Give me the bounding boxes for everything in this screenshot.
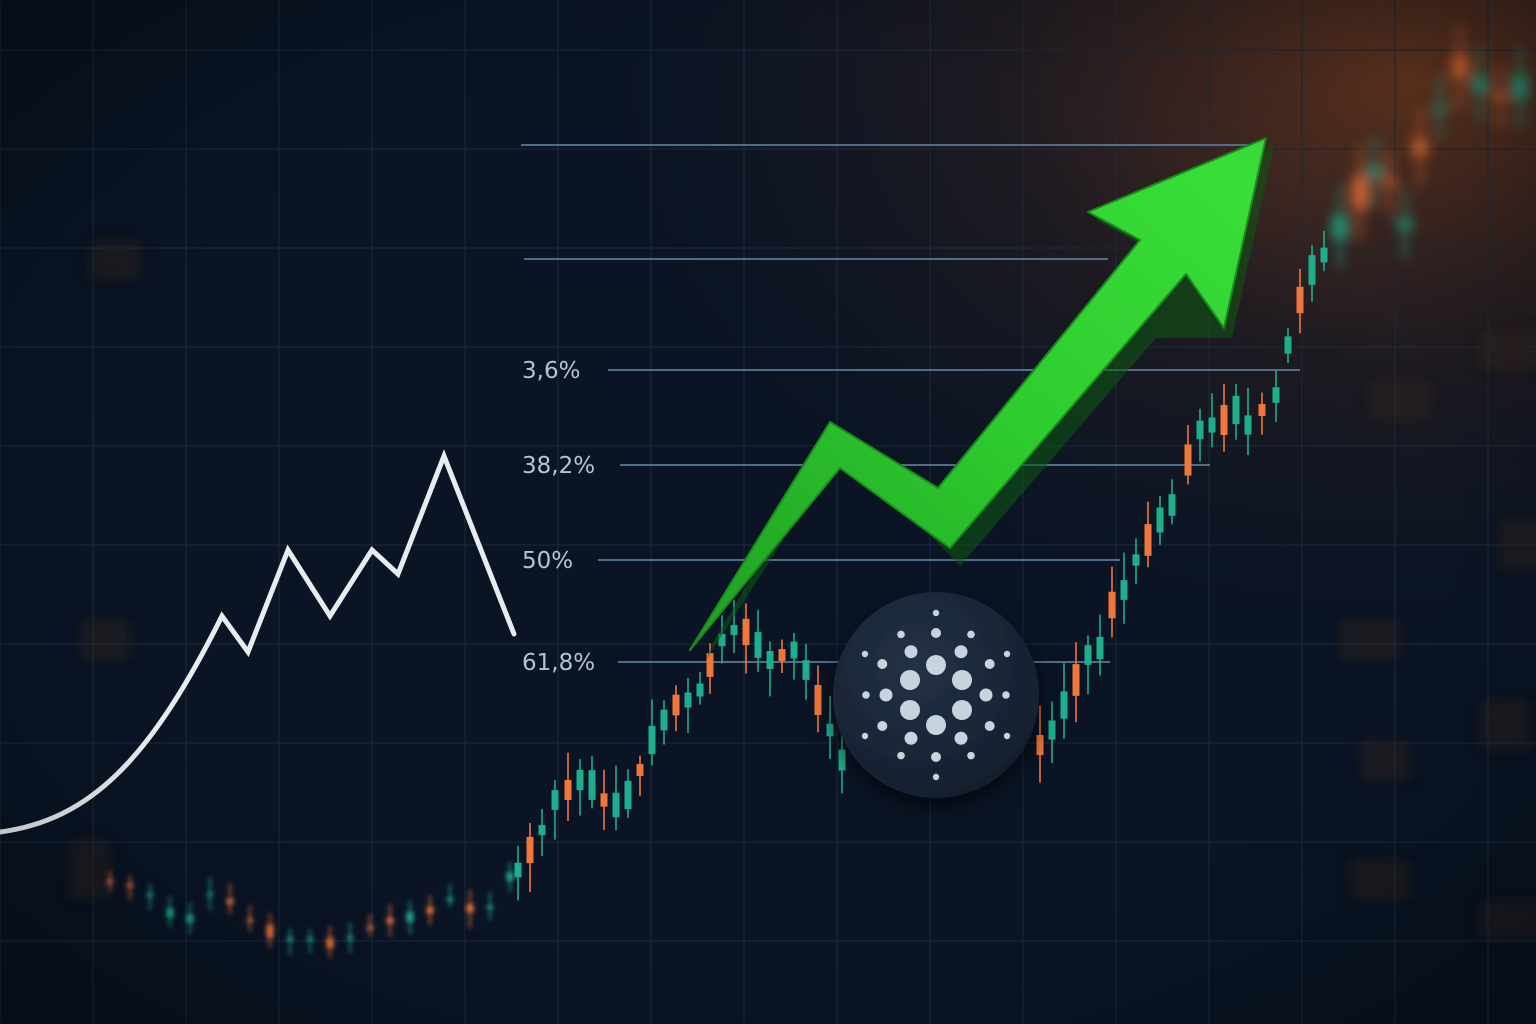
vignette	[0, 0, 1536, 1024]
chart-svg: 3,6%38,2%50%61,8%	[0, 0, 1536, 1024]
chart-scene: 3,6%38,2%50%61,8%	[0, 0, 1536, 1024]
